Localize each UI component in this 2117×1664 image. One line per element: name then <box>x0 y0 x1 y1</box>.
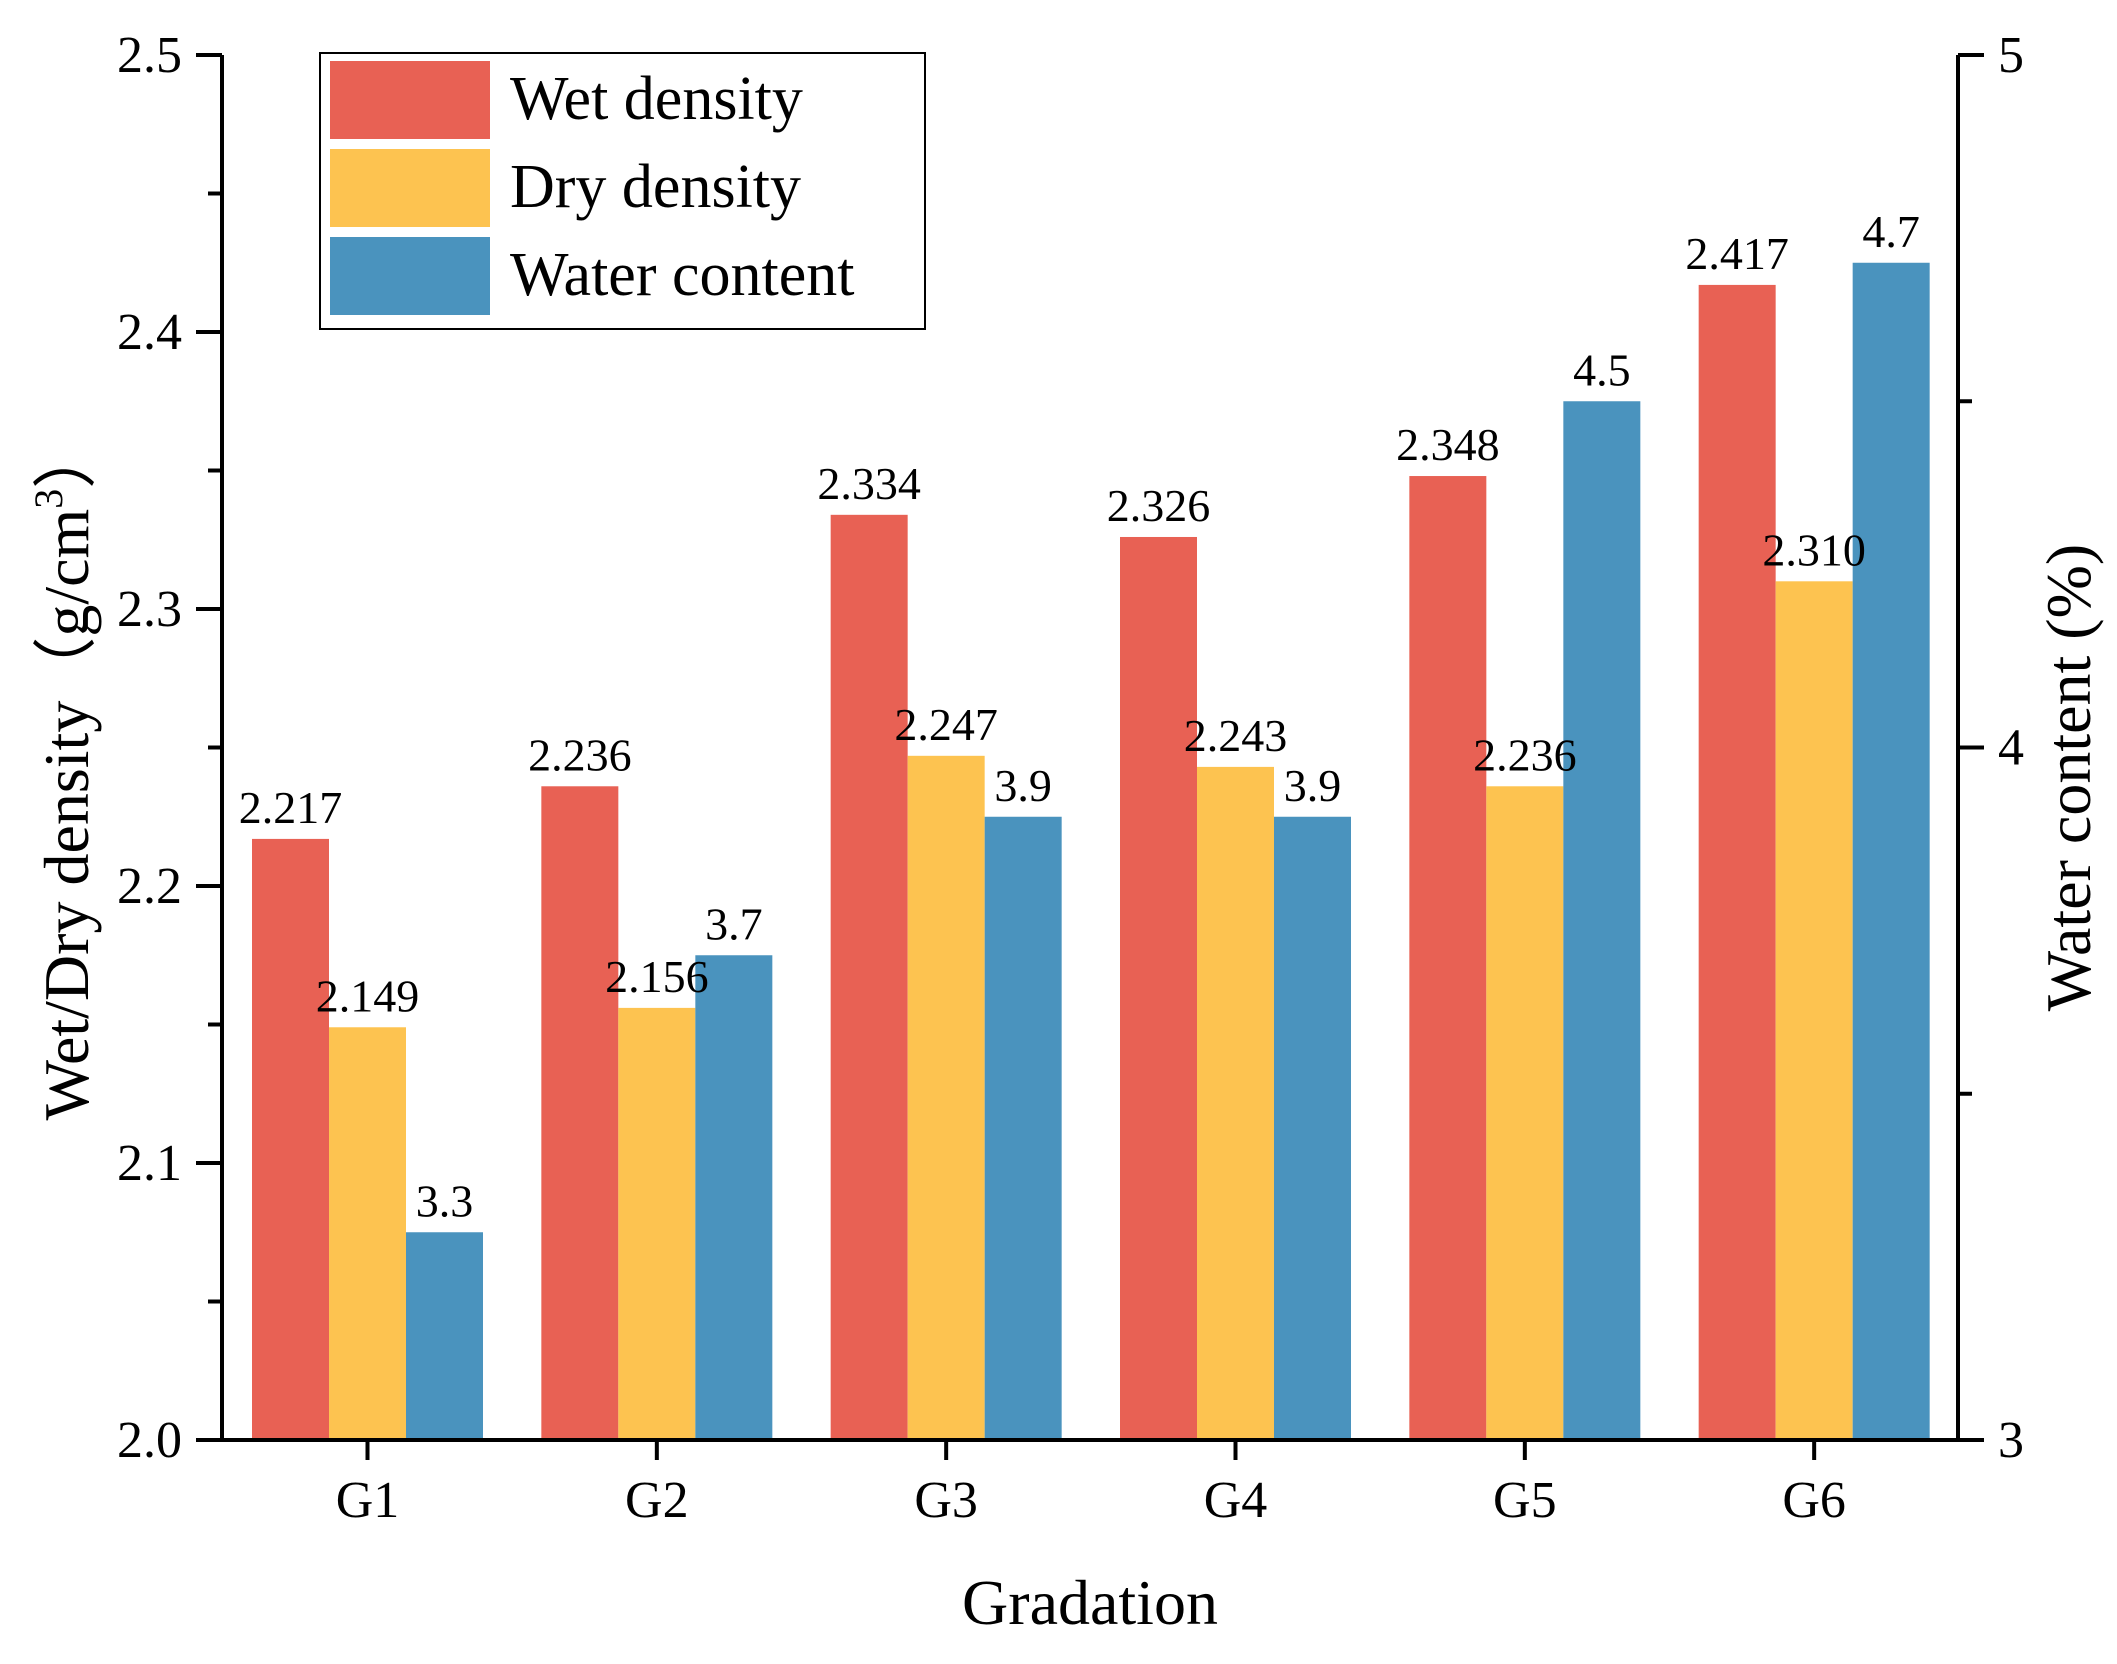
x-tick-label-g4: G4 <box>1204 1472 1268 1529</box>
data-label-water-content-g5: 4.5 <box>1573 344 1631 395</box>
data-label-water-content-g1: 3.3 <box>416 1175 474 1226</box>
x-tick-label-g1: G1 <box>336 1472 400 1529</box>
x-tick-label-g3: G3 <box>914 1472 978 1529</box>
bar-wet-density-g1 <box>252 838 329 1440</box>
x-tick-label-g6: G6 <box>1782 1472 1846 1529</box>
bars-layer <box>252 262 1930 1440</box>
data-label-wet-density-g2: 2.236 <box>528 729 632 780</box>
bar-wet-density-g2 <box>541 786 619 1440</box>
y-axis-title: Wet/Dry density（g/cm3） <box>26 425 102 1121</box>
data-label-water-content-g3: 3.9 <box>994 760 1052 811</box>
data-label-dry-density-g2: 2.156 <box>605 951 709 1002</box>
left-tick-label: 2.0 <box>117 1412 182 1469</box>
legend-label-dry-density: Dry density <box>510 153 801 221</box>
bar-water-content-g2 <box>695 955 773 1440</box>
data-label-dry-density-g1: 2.149 <box>316 970 420 1021</box>
bar-wet-density-g6 <box>1698 284 1776 1440</box>
left-tick-label: 2.3 <box>117 581 182 638</box>
right-tick-label: 5 <box>1998 27 2024 84</box>
bar-wet-density-g5 <box>1409 476 1487 1440</box>
x-axis-title: Gradation <box>962 1567 1218 1638</box>
bar-wet-density-g3 <box>830 514 908 1440</box>
data-label-dry-density-g6: 2.310 <box>1762 524 1866 575</box>
bar-dry-density-g2 <box>618 1007 696 1440</box>
left-tick-label: 2.4 <box>117 304 182 361</box>
legend-swatch-wet-density <box>330 61 490 139</box>
bar-water-content-g4 <box>1274 816 1351 1440</box>
bar-water-content-g6 <box>1852 262 1930 1440</box>
data-label-water-content-g2: 3.7 <box>705 898 763 949</box>
legend: Wet density Dry density Water content <box>319 52 926 330</box>
legend-swatch-water-content <box>330 237 490 315</box>
data-label-wet-density-g6: 2.417 <box>1685 228 1789 279</box>
right-tick-label: 3 <box>1998 1412 2024 1469</box>
data-label-wet-density-g5: 2.348 <box>1396 419 1500 470</box>
y2-axis-title: Water content (%) <box>2033 544 2104 1012</box>
x-tick-label-g2: G2 <box>625 1472 689 1529</box>
data-label-dry-density-g5: 2.236 <box>1473 729 1577 780</box>
axes-layer: 2.0 2.1 2.2 2.3 2.4 2.5 3 4 5 G1 G2 G3 G4 G5 G6 Gradati… <box>26 27 2104 1638</box>
data-label-dry-density-g3: 2.247 <box>894 699 998 750</box>
bar-water-content-g3 <box>984 816 1062 1440</box>
data-label-wet-density-g3: 2.334 <box>817 458 921 509</box>
bar-water-content-g1 <box>406 1232 483 1440</box>
legend-label-water-content: Water content <box>510 241 854 309</box>
legend-label-wet-density: Wet density <box>510 65 803 133</box>
data-label-wet-density-g4: 2.326 <box>1107 480 1211 531</box>
bar-wet-density-g4 <box>1120 536 1197 1440</box>
legend-swatch-dry-density <box>330 149 490 227</box>
bar-dry-density-g5 <box>1486 786 1564 1440</box>
bar-water-content-g5 <box>1563 401 1641 1440</box>
data-label-water-content-g6: 4.7 <box>1862 206 1920 257</box>
bar-dry-density-g1 <box>329 1027 406 1440</box>
left-tick-label: 2.5 <box>117 27 182 84</box>
x-tick-label-g5: G5 <box>1493 1472 1557 1529</box>
bar-dry-density-g4 <box>1197 766 1274 1440</box>
bar-dry-density-g3 <box>907 755 985 1440</box>
left-tick-label: 2.1 <box>117 1135 182 1192</box>
data-label-water-content-g4: 3.9 <box>1284 760 1342 811</box>
bar-dry-density-g6 <box>1775 581 1853 1440</box>
right-tick-label: 4 <box>1998 720 2024 777</box>
data-label-dry-density-g4: 2.243 <box>1184 710 1288 761</box>
left-tick-label: 2.2 <box>117 858 182 915</box>
data-label-wet-density-g1: 2.217 <box>239 782 343 833</box>
data-labels-layer: 2.217 2.236 2.334 2.326 2.348 2.417 2.149 2.156… <box>239 206 1920 1227</box>
